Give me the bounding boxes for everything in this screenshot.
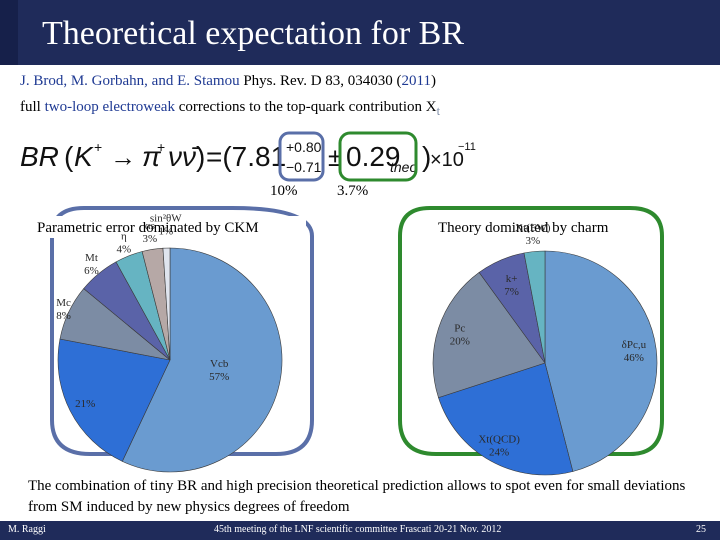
formula-open-paren: ( bbox=[64, 141, 74, 172]
pie0-pct-2: 8% bbox=[56, 310, 71, 322]
formula-err-up: +0.80 bbox=[286, 139, 322, 155]
reference-year: 2011 bbox=[401, 73, 431, 89]
pie0-label-4: η bbox=[121, 230, 127, 242]
ckm-highlight-box bbox=[278, 131, 325, 182]
pie0-slice-2 bbox=[59, 288, 171, 361]
subtitle-part1: full bbox=[20, 99, 45, 115]
subtitle-line: full two-loop electroweak corrections to… bbox=[20, 98, 440, 120]
ckm-panel-border bbox=[50, 206, 314, 456]
pie1-pct-2: 20% bbox=[450, 335, 470, 347]
pie0-slice-3 bbox=[83, 261, 171, 361]
theory-pie-title: Theory dominated by charm bbox=[438, 220, 609, 236]
pie0-pct-1: 21% bbox=[75, 398, 95, 410]
pie1-label-4: Xt(EW) bbox=[515, 222, 551, 234]
pie0-slice-1 bbox=[57, 338, 171, 462]
pie1-pct-3: 7% bbox=[504, 286, 519, 298]
pie0-slice-0 bbox=[121, 247, 283, 473]
pie1-pct-1: 24% bbox=[489, 446, 509, 458]
pie1-slice-1 bbox=[438, 362, 574, 476]
formula-k: K bbox=[74, 141, 94, 172]
pie1-label-3: k+ bbox=[506, 273, 518, 285]
pie0-pct-0: 57% bbox=[209, 371, 229, 383]
formula-value: =(7.81 bbox=[206, 141, 286, 172]
footer-page-number: 25 bbox=[696, 524, 706, 535]
formula-k-plus: + bbox=[94, 139, 102, 155]
formula-theory-sub: theo bbox=[390, 159, 417, 175]
reference-journal: Phys. Rev. D 83, 034030 ( bbox=[243, 73, 402, 89]
slide-title: Theoretical expectation for BR bbox=[42, 15, 464, 52]
ckm-pie-title: Parametric error dominated by CKM bbox=[37, 220, 259, 236]
formula-br: BR bbox=[20, 141, 59, 172]
formula-pi: π bbox=[142, 141, 162, 172]
theory-title-bg bbox=[430, 216, 650, 238]
subtitle-sub: t bbox=[436, 104, 441, 118]
subtitle-highlight: two-loop electroweak bbox=[44, 99, 175, 115]
formula-tail: ) bbox=[422, 141, 431, 172]
reference-line: J. Brod, M. Gorbahn, and E. Stamou Phys.… bbox=[20, 72, 436, 90]
formula-arrow: → bbox=[110, 142, 136, 172]
pie0-pct-3: 6% bbox=[84, 265, 99, 277]
pie1-label-1: Xt(QCD) bbox=[478, 433, 520, 445]
pie1-slice-2 bbox=[432, 271, 546, 398]
percent-theory: 3.7% bbox=[337, 183, 369, 199]
ckm-title-bg bbox=[36, 216, 306, 238]
formula-theory-value: 0.29 bbox=[346, 141, 401, 172]
pie0-label-5: αs bbox=[145, 220, 155, 232]
theory-highlight-box bbox=[338, 131, 418, 182]
pie0-label-2: Mc bbox=[56, 297, 71, 309]
footer-author: M. Raggi bbox=[8, 524, 46, 535]
pie0-slice-5 bbox=[141, 247, 171, 361]
pie1-slice-3 bbox=[478, 252, 546, 364]
pie1-pct-4: 3% bbox=[526, 235, 541, 247]
conclusion-text: The combination of tiny BR and high prec… bbox=[28, 478, 686, 515]
pie0-pct-5: 3% bbox=[143, 233, 158, 245]
pie1-slice-4 bbox=[523, 250, 546, 364]
reference-close: ) bbox=[430, 73, 436, 89]
formula-exp: −11 bbox=[458, 141, 476, 153]
formula-nunu: νν̄ bbox=[168, 141, 200, 172]
title-accent bbox=[0, 0, 18, 65]
footer-bar: M. Raggi 45th meeting of the LNF scienti… bbox=[0, 521, 720, 540]
pie0-label-3: Mt bbox=[85, 252, 98, 264]
formula-close-paren: ) bbox=[196, 141, 205, 172]
title-bar: Theoretical expectation for BR bbox=[0, 0, 720, 65]
pie1-slice-0 bbox=[544, 250, 658, 472]
pie1-label-2: Pc bbox=[454, 322, 465, 334]
pie0-pct-6: 1% bbox=[158, 226, 173, 238]
subtitle-part3: corrections to the top-quark contributio… bbox=[174, 99, 437, 115]
formula-pi-plus: + bbox=[157, 139, 165, 155]
pie0-pct-4: 4% bbox=[116, 243, 131, 255]
pie1-pct-0: 46% bbox=[624, 352, 644, 364]
theory-panel-border bbox=[398, 206, 664, 456]
pie1-label-0: δPc,u bbox=[622, 339, 647, 351]
pie0-slice-6 bbox=[162, 247, 171, 361]
formula-times: ×10 bbox=[430, 149, 464, 171]
br-formula: BR ( K + → π + νν̄ ) =(7.81 +0.80 −0.71 … bbox=[20, 131, 476, 182]
percent-ckm: 10% bbox=[270, 183, 298, 199]
pie0-label-0: Vcb bbox=[210, 358, 229, 370]
pie0-slice-4 bbox=[115, 251, 171, 361]
footer-meeting: 45th meeting of the LNF scientific commi… bbox=[214, 524, 502, 535]
formula-err-down: −0.71 bbox=[286, 159, 322, 175]
pie0-label-6: sin²θW bbox=[150, 213, 182, 225]
reference-authors: J. Brod, M. Gorbahn, and E. Stamou bbox=[20, 73, 240, 89]
